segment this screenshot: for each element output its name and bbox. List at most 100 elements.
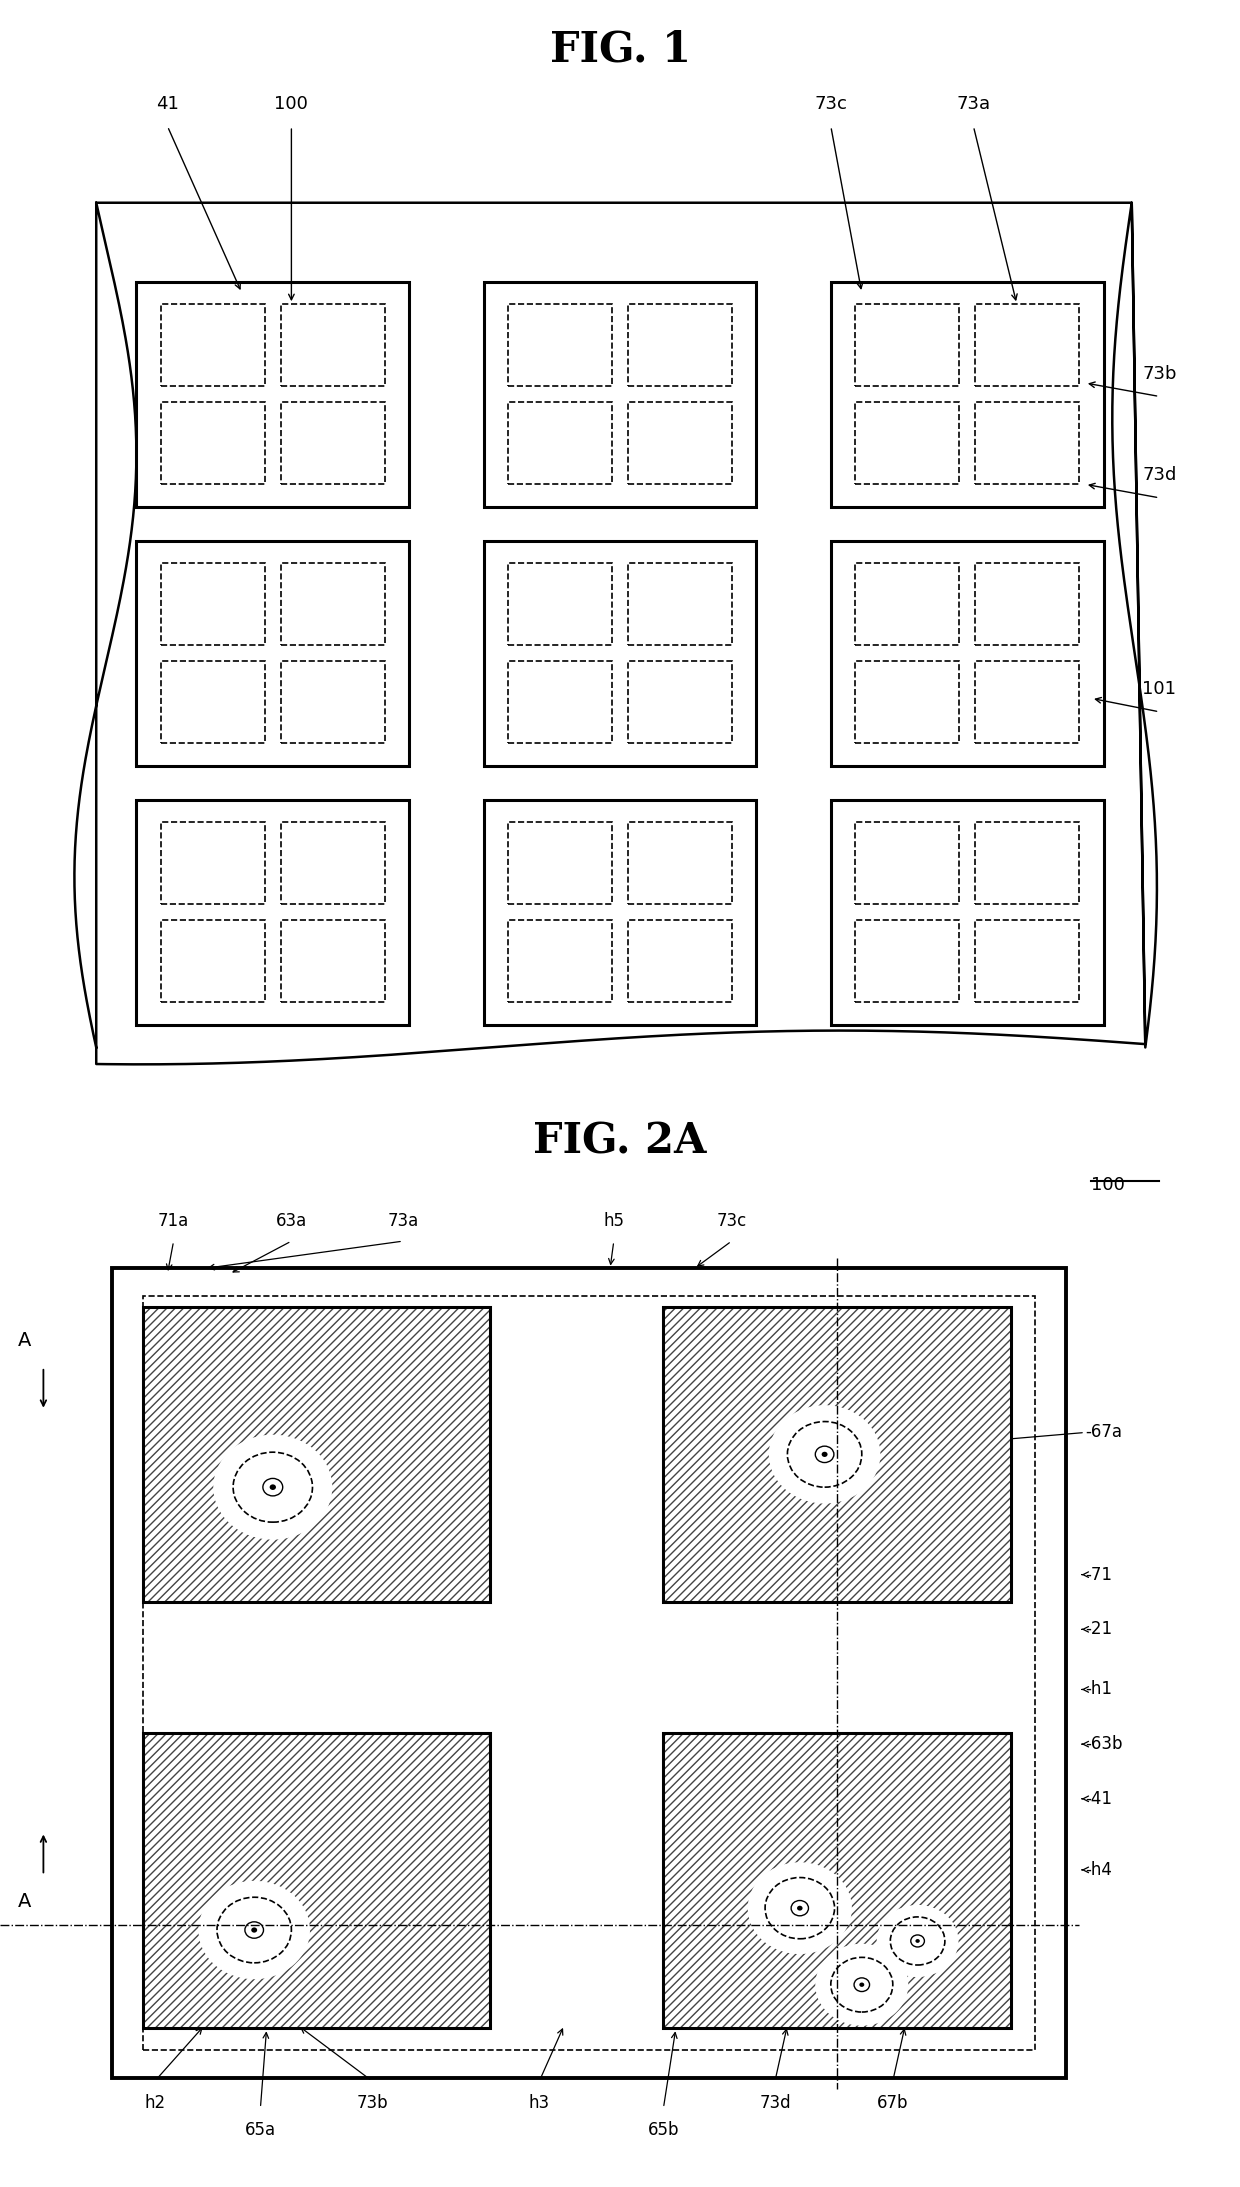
Circle shape — [816, 1944, 908, 2025]
Bar — [629, 564, 732, 645]
Text: 73a: 73a — [956, 94, 991, 114]
Bar — [143, 1306, 490, 1601]
Bar — [856, 304, 959, 387]
Bar — [143, 1732, 490, 2030]
Bar — [629, 822, 732, 905]
Bar — [663, 1732, 1011, 2030]
Bar — [143, 1295, 1035, 2051]
Bar — [663, 1306, 1011, 1601]
Text: A: A — [19, 1332, 31, 1349]
Text: -41: -41 — [1085, 1789, 1112, 1809]
Circle shape — [198, 1881, 310, 1979]
Text: 67b: 67b — [877, 2095, 909, 2113]
Circle shape — [217, 1898, 291, 1964]
Text: 73d: 73d — [1142, 466, 1177, 483]
Circle shape — [213, 1435, 332, 1540]
Bar — [831, 282, 1104, 507]
Circle shape — [910, 1935, 925, 1946]
Bar — [976, 402, 1079, 483]
Bar — [508, 304, 611, 387]
Bar — [663, 1306, 1011, 1601]
Text: 71a: 71a — [157, 1212, 190, 1229]
Bar — [161, 822, 264, 905]
Circle shape — [233, 1452, 312, 1522]
Text: -63b: -63b — [1085, 1734, 1122, 1754]
Circle shape — [769, 1404, 880, 1505]
Text: -21: -21 — [1085, 1621, 1112, 1638]
Bar — [976, 304, 1079, 387]
Bar — [484, 800, 756, 1026]
Bar — [281, 402, 384, 483]
Bar — [976, 660, 1079, 744]
Circle shape — [787, 1422, 862, 1487]
Bar — [281, 921, 384, 1002]
Bar — [663, 1732, 1011, 2030]
Text: 73b: 73b — [1142, 365, 1177, 383]
Bar — [976, 921, 1079, 1002]
Circle shape — [748, 1861, 852, 1955]
Bar — [629, 660, 732, 744]
Bar — [508, 822, 611, 905]
Bar — [508, 660, 611, 744]
Circle shape — [797, 1905, 802, 1911]
Bar — [508, 921, 611, 1002]
Bar — [856, 402, 959, 483]
Text: 65a: 65a — [244, 2121, 277, 2139]
Circle shape — [831, 1957, 893, 2012]
Circle shape — [822, 1452, 827, 1457]
Bar — [136, 800, 409, 1026]
Text: FIG. 2A: FIG. 2A — [533, 1122, 707, 1163]
Text: -h1: -h1 — [1085, 1680, 1112, 1699]
Text: 73d: 73d — [759, 2095, 791, 2113]
Bar — [161, 660, 264, 744]
Bar — [136, 282, 409, 507]
Circle shape — [263, 1478, 283, 1496]
Bar — [831, 800, 1104, 1026]
Bar — [281, 564, 384, 645]
Bar — [629, 921, 732, 1002]
Text: -67a: -67a — [1085, 1424, 1122, 1441]
Bar — [281, 660, 384, 744]
Text: 65b: 65b — [647, 2121, 680, 2139]
Circle shape — [854, 1977, 869, 1992]
Text: 100: 100 — [1091, 1177, 1125, 1194]
Bar — [629, 402, 732, 483]
Circle shape — [269, 1485, 277, 1489]
Text: -71: -71 — [1085, 1566, 1112, 1583]
Bar — [976, 822, 1079, 905]
Circle shape — [915, 1940, 920, 1942]
Bar — [663, 1732, 1011, 2030]
Text: -h4: -h4 — [1085, 1861, 1112, 1879]
Text: 73c: 73c — [815, 94, 847, 114]
Bar — [136, 540, 409, 765]
Circle shape — [765, 1876, 835, 1938]
Bar — [484, 540, 756, 765]
Bar — [508, 402, 611, 483]
Bar — [508, 564, 611, 645]
Circle shape — [859, 1981, 864, 1986]
Bar — [856, 660, 959, 744]
Text: h5: h5 — [604, 1212, 624, 1229]
Text: 73b: 73b — [356, 2095, 388, 2113]
Bar — [161, 402, 264, 483]
Bar — [143, 1306, 490, 1601]
Circle shape — [244, 1922, 263, 1938]
Circle shape — [890, 1916, 945, 1964]
Circle shape — [791, 1901, 808, 1916]
Text: h2: h2 — [144, 2095, 166, 2113]
Bar — [856, 564, 959, 645]
Bar — [281, 304, 384, 387]
Bar — [161, 921, 264, 1002]
Bar — [663, 1306, 1011, 1601]
Bar — [112, 1268, 1066, 2078]
Text: 73c: 73c — [717, 1212, 746, 1229]
Text: A: A — [19, 1892, 31, 1911]
Circle shape — [816, 1446, 833, 1463]
Bar — [143, 1306, 490, 1601]
Text: 63a: 63a — [275, 1212, 308, 1229]
Text: 100: 100 — [274, 94, 309, 114]
Bar — [161, 564, 264, 645]
Bar — [856, 921, 959, 1002]
Bar — [161, 304, 264, 387]
Bar — [143, 1732, 490, 2030]
